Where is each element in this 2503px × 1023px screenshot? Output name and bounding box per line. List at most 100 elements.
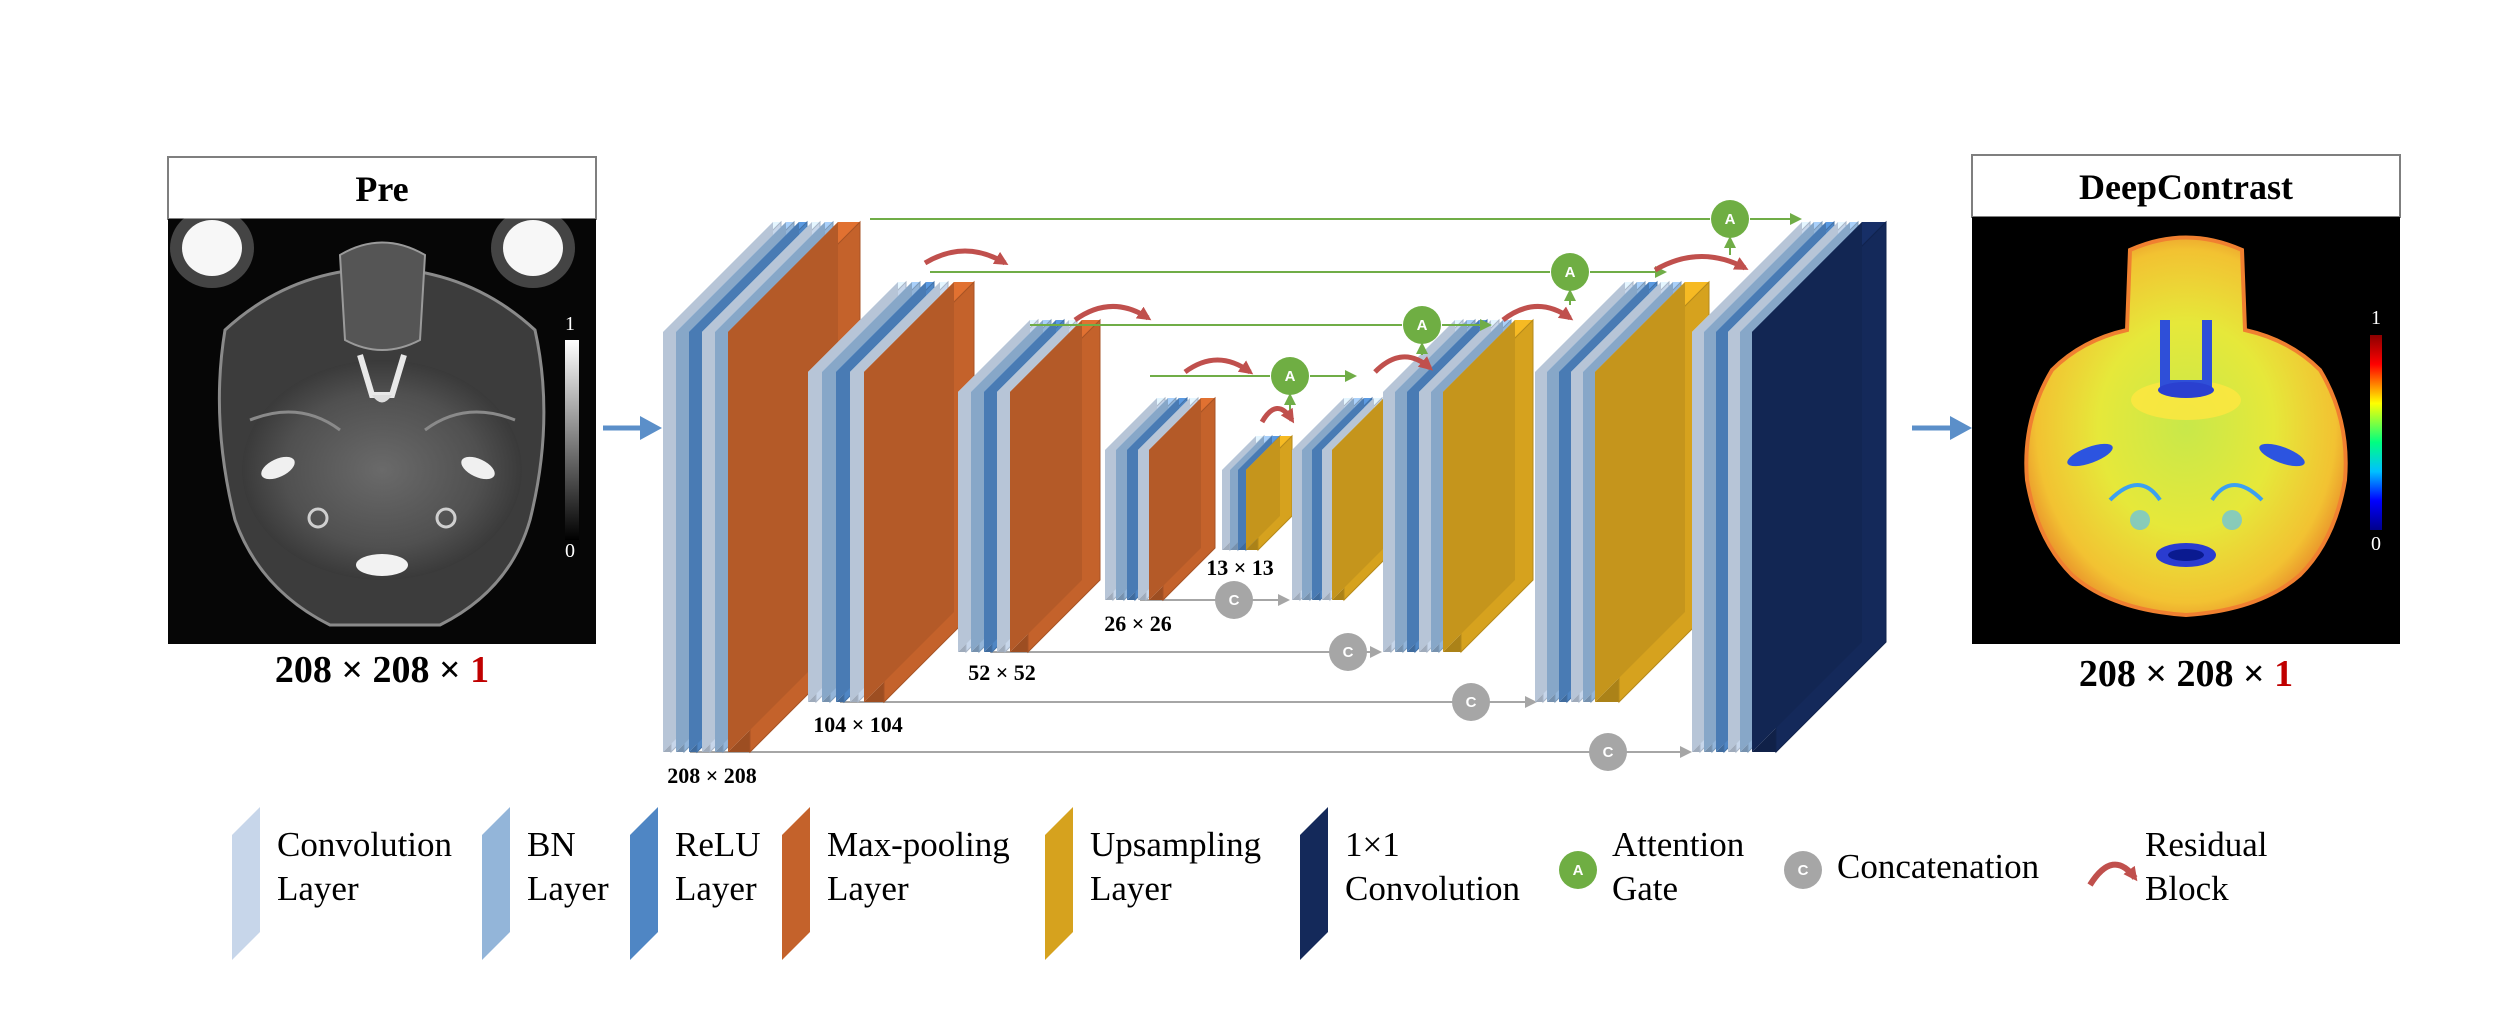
attention-gates: A A A A — [870, 200, 1802, 424]
output-colorbar — [2370, 335, 2382, 530]
legend-label: Upsampling — [1090, 825, 1261, 864]
size-label-208: 208 × 208 — [667, 763, 757, 788]
attention-badge-label: A — [1285, 368, 1296, 385]
relu-legend-icon — [630, 807, 658, 960]
legend-label-line2: Layer — [277, 869, 359, 908]
skip-connections: C C C C — [690, 581, 1692, 771]
legend: ConvolutionLayerBNLayerReLULayerMax-pool… — [232, 807, 2268, 960]
legend-label-line2: Layer — [675, 869, 757, 908]
conv1x1-legend-icon — [1300, 807, 1328, 960]
encoder-block-208 — [663, 220, 861, 754]
concat-badge-label: C — [1603, 744, 1614, 761]
encoder-block-52-layer-5 — [1010, 318, 1101, 654]
input-title-box — [167, 156, 597, 220]
conv-legend-icon — [232, 807, 260, 960]
legend-label: 1×1 — [1345, 825, 1400, 864]
output-contrast-map: 1 0 — [1972, 217, 2400, 644]
output-title: DeepContrast — [2079, 167, 2293, 207]
legend-label-line2: Layer — [1090, 869, 1172, 908]
legend-label-line2: Layer — [527, 869, 609, 908]
legend-label: ReLU — [675, 825, 761, 864]
residual-arc — [1259, 406, 1295, 424]
legend-label: Concatenation — [1837, 847, 2039, 886]
legend-item-upsample: Upsampling Layer — [1045, 807, 1261, 960]
size-label-104: 104 × 104 — [813, 712, 903, 737]
input-colorbar — [565, 340, 579, 540]
legend-item-relu: ReLU Layer — [630, 807, 761, 960]
encoder-block-26-layer-5 — [1149, 396, 1216, 602]
output-colorbar-min: 0 — [2371, 533, 2381, 555]
input-colorbar-min: 0 — [565, 540, 575, 562]
output-dimensions: 208 × 208 × 1 — [2079, 653, 2293, 695]
unet-network — [663, 220, 1887, 754]
residual-arc — [923, 248, 1009, 266]
output-panel: DeepContrast 1 0 208 × 208 × 1 — [1971, 154, 2401, 695]
bottleneck-block-13 — [1222, 434, 1293, 552]
encoder-block-26 — [1105, 396, 1216, 602]
residual-legend-icon — [2087, 861, 2138, 887]
concat-badge-label: C — [1229, 592, 1240, 609]
concat-badge: C — [1589, 733, 1627, 771]
skip-208: C — [690, 733, 1692, 771]
input-dimensions: 208 × 208 × 1 — [275, 649, 489, 691]
decoder-block-26 — [1292, 396, 1397, 602]
gate-26: A — [1150, 357, 1357, 395]
attention-badge-label: A — [1565, 264, 1576, 281]
legend-label: Attention — [1612, 825, 1744, 864]
input-title: Pre — [355, 169, 408, 209]
decoder-block-52 — [1383, 318, 1534, 654]
bn-legend-icon — [482, 807, 510, 960]
encoder-block-104-layer-5 — [864, 280, 975, 704]
input-panel: Pre 1 0 208 × 208 × 1 — [167, 156, 597, 691]
concat-badge: C — [1329, 633, 1367, 671]
skip-26: C — [1140, 581, 1290, 619]
legend-label-line2: Gate — [1612, 869, 1678, 908]
size-label-52: 52 × 52 — [968, 660, 1036, 685]
legend-label-line2: Layer — [827, 869, 909, 908]
attention-legend-icon-label: A — [1573, 862, 1584, 879]
legend-item-concat: C Concatenation — [1784, 847, 2039, 889]
legend-label-line2: Block — [2145, 869, 2229, 908]
input-mri-image: 1 0 — [168, 208, 596, 644]
attention-legend-icon: A — [1559, 851, 1597, 889]
attention-badge-label: A — [1725, 211, 1736, 228]
encoder-block-52 — [958, 318, 1101, 654]
legend-item-conv: Convolution Layer — [232, 807, 452, 960]
decoder-block-52-layer-6 — [1443, 318, 1534, 654]
skip-104: C — [840, 683, 1537, 721]
concat-badge-label: C — [1466, 694, 1477, 711]
legend-item-bn: BN Layer — [482, 807, 609, 960]
legend-label: Convolution — [277, 825, 452, 864]
decoder-block-208-layer-6 — [1752, 220, 1887, 754]
legend-label: BN — [527, 825, 576, 864]
residual-arc — [1653, 254, 1749, 273]
size-label-26: 26 × 26 — [1104, 611, 1172, 636]
legend-label-line2: Convolution — [1345, 869, 1520, 908]
decoder-block-104 — [1535, 280, 1710, 704]
concat-badge-label: C — [1343, 644, 1354, 661]
maxpool-legend-icon — [782, 807, 810, 960]
residual-arc — [1073, 304, 1152, 323]
bottleneck-block-13-layer-4 — [1246, 434, 1293, 552]
size-label-13: 13 × 13 — [1206, 555, 1274, 580]
output-title-box — [1971, 154, 2401, 218]
attention-badge: A — [1403, 306, 1441, 344]
legend-label: Residual — [2145, 825, 2268, 864]
gate-104: A — [930, 253, 1667, 291]
concat-badge: C — [1452, 683, 1490, 721]
residual-arc — [1501, 304, 1574, 323]
encoder-block-104 — [808, 280, 975, 704]
concat-legend-icon: C — [1784, 851, 1822, 889]
decoder-block-104-layer-6 — [1595, 280, 1710, 704]
legend-item-attention: A Attention Gate — [1559, 825, 1744, 908]
upsample-legend-icon — [1045, 807, 1073, 960]
attention-badge: A — [1711, 200, 1749, 238]
concat-legend-icon-label: C — [1798, 862, 1809, 879]
input-colorbar-max: 1 — [565, 313, 575, 335]
legend-item-conv1x1: 1×1 Convolution — [1300, 807, 1520, 960]
skip-52: C — [990, 633, 1382, 671]
decoder-block-208 — [1692, 220, 1887, 754]
attention-badge: A — [1551, 253, 1589, 291]
input-arrow — [603, 416, 662, 440]
